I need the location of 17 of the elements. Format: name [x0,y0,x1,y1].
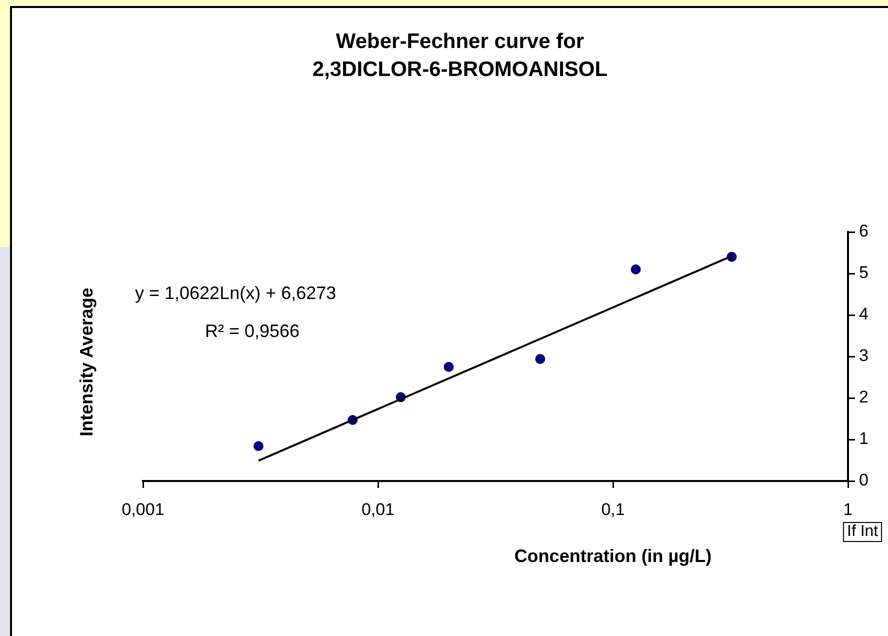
annotation: R² = 0,9566 [205,321,300,342]
text: If Int [843,522,882,542]
x-axis-title: Concentration (in µg/L) [513,546,713,567]
x-tick-label: 1 [843,500,853,519]
annotation: y = 1,0622Ln(x) + 6,6273 [135,283,336,304]
y-axis-title: Intensity Average [76,288,98,436]
y-tick-label: 3 [859,346,868,366]
y-tick-label: 2 [859,388,868,407]
y-tick-label: 6 [859,222,868,241]
y-tick-label: 4 [859,304,868,324]
x-tick-label: 0,01 [361,500,395,519]
y-tick-label: 1 [859,429,868,448]
y-tick-label: 0 [859,470,868,490]
x-tick-label: 0,001 [122,500,164,519]
chart-title: Weber-Fechner curve for 2,3DICLOR-6-BROMOANISOL [311,29,609,83]
x-tick-label: 0,1 [601,500,625,519]
y-tick-label: 5 [859,263,868,282]
